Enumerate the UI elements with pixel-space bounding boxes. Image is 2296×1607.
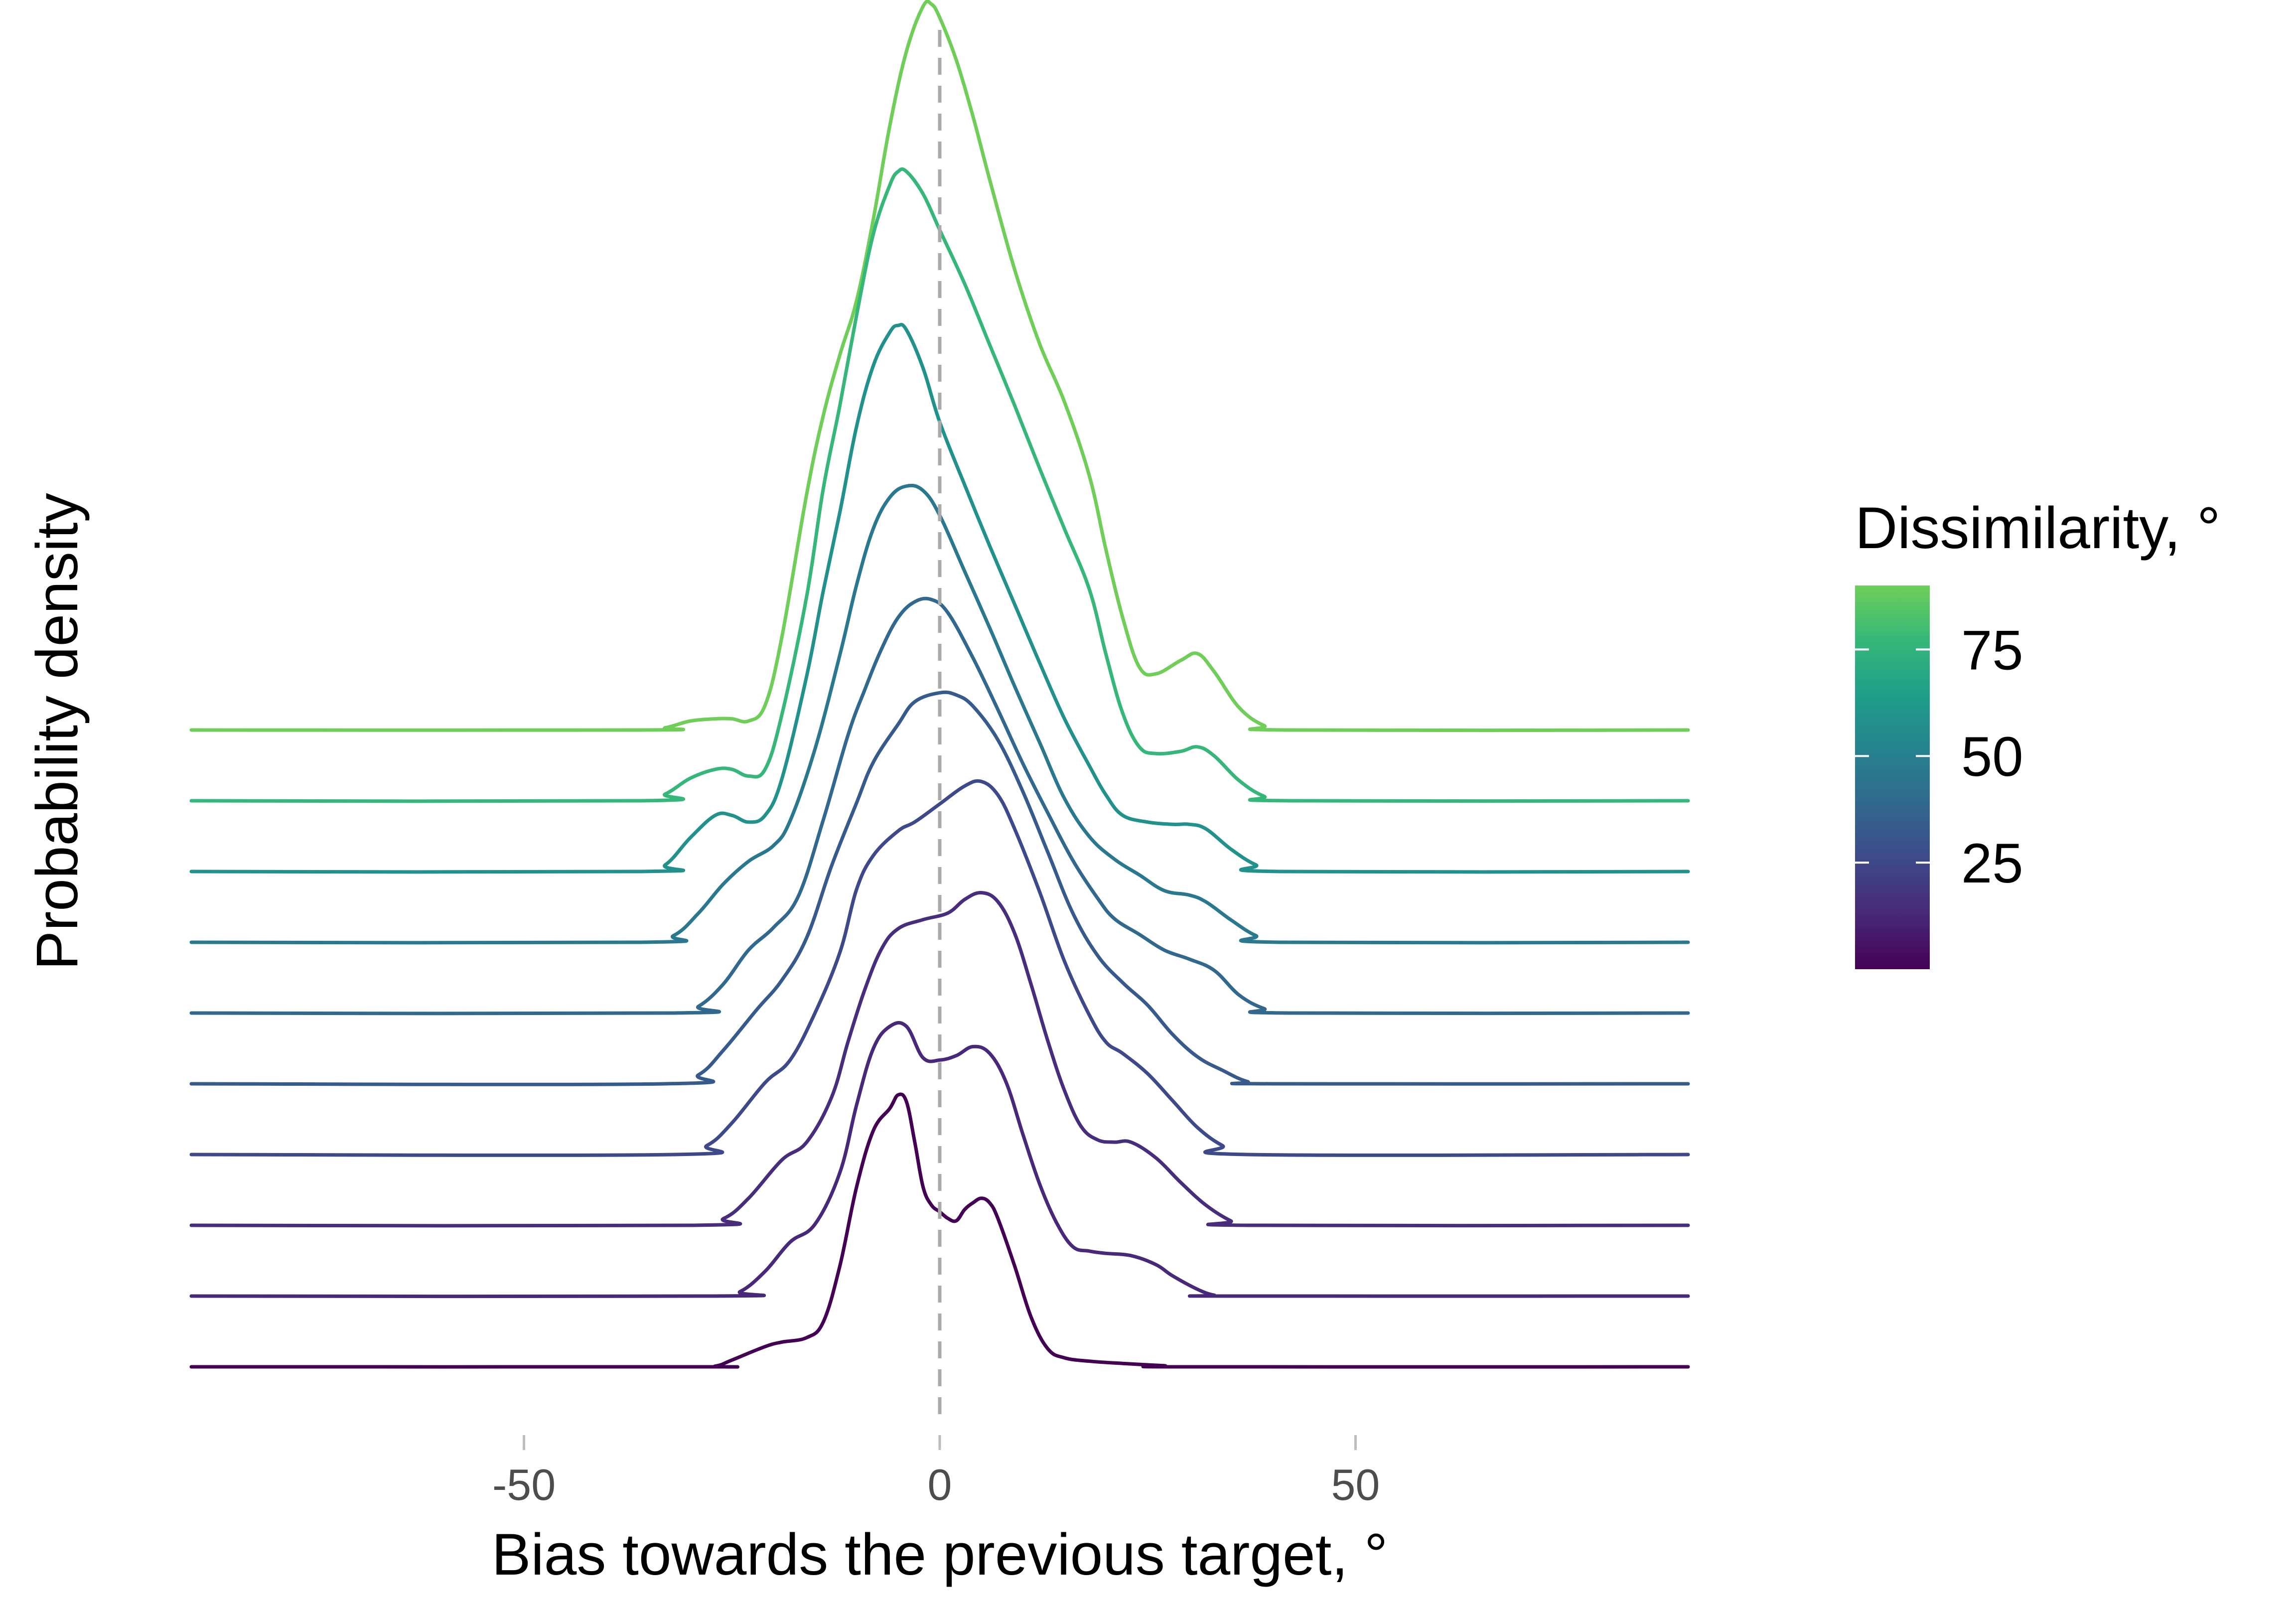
density-ridge-50 [189, 596, 1690, 1016]
y-axis-title: Probability density [24, 493, 90, 970]
colorbar-tick-label: 25 [1961, 832, 2023, 894]
density-ridge-20 [189, 890, 1690, 1228]
colorbar-tick-label: 75 [1961, 619, 2023, 681]
plot-area [189, 0, 1690, 1423]
density-ridge-40 [189, 690, 1690, 1086]
x-axis-title: Bias towards the previous target, ° [492, 1522, 1388, 1588]
density-ridge-10 [189, 1021, 1690, 1299]
colorbar-tick-label: 50 [1961, 726, 2023, 788]
colorbar [1855, 585, 1930, 969]
density-ridge-0 [189, 1092, 1690, 1369]
colorbar-legend: Dissimilarity, ° 75 50 25 [1855, 495, 2220, 969]
colorbar-ticks: 75 50 25 [1855, 619, 2023, 894]
density-ridge-30 [189, 779, 1690, 1157]
density-ridge-70 [189, 323, 1690, 874]
x-tick-label: -50 [492, 1460, 556, 1509]
x-tick-label: 0 [928, 1460, 952, 1509]
density-ridge-80 [189, 167, 1690, 803]
density-ridge-90 [189, 0, 1690, 732]
legend-title: Dissimilarity, ° [1855, 495, 2220, 561]
x-tick-label: 50 [1331, 1460, 1380, 1509]
x-axis: -50 0 50 [492, 1435, 1380, 1509]
